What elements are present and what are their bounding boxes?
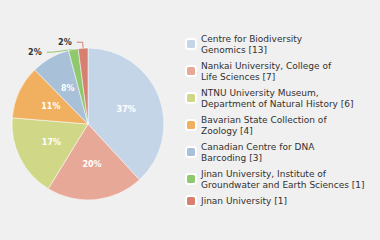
svg-text:2%: 2% xyxy=(28,48,42,57)
svg-text:Genomics [13]: Genomics [13] xyxy=(201,45,267,55)
svg-text:Jinan University, Institute of: Jinan University, Institute of xyxy=(200,169,327,179)
svg-text:Barcoding [3]: Barcoding [3] xyxy=(201,153,262,163)
svg-text:Bavarian State Collection of: Bavarian State Collection of xyxy=(201,115,327,125)
svg-text:Groundwater and Earth Sciences: Groundwater and Earth Sciences [1] xyxy=(201,180,365,190)
svg-text:17%: 17% xyxy=(42,138,61,147)
svg-text:2%: 2% xyxy=(58,38,72,47)
svg-text:Zoology [4]: Zoology [4] xyxy=(201,126,253,136)
svg-text:8%: 8% xyxy=(61,84,75,93)
svg-text:Life Sciences [7]: Life Sciences [7] xyxy=(201,72,275,82)
svg-text:11%: 11% xyxy=(41,102,60,111)
svg-text:Centre for Biodiversity: Centre for Biodiversity xyxy=(201,34,303,44)
svg-text:Nankai University, College of: Nankai University, College of xyxy=(201,61,332,71)
svg-text:NTNU University Museum,: NTNU University Museum, xyxy=(201,88,319,98)
svg-text:Department of Natural History: Department of Natural History [6] xyxy=(201,99,354,109)
svg-text:20%: 20% xyxy=(82,160,101,169)
svg-text:Jinan University [1]: Jinan University [1] xyxy=(200,196,287,206)
svg-text:Canadian Centre for DNA: Canadian Centre for DNA xyxy=(201,142,315,152)
svg-text:37%: 37% xyxy=(117,105,136,114)
